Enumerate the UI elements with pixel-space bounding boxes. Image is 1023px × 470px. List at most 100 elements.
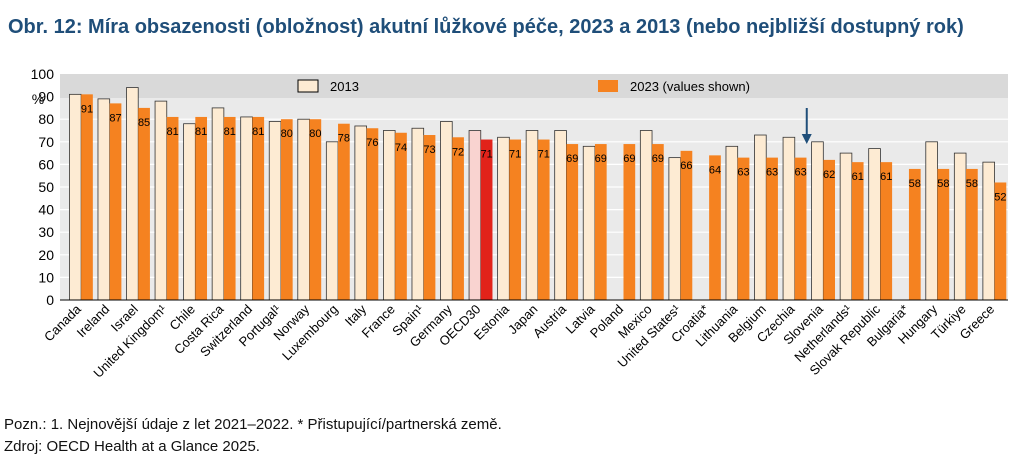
y-tick-label: 20 — [38, 247, 54, 263]
data-label: 81 — [195, 126, 207, 138]
data-label: 63 — [794, 167, 806, 179]
bar-2013 — [97, 98, 111, 301]
footnote: Pozn.: 1. Nejnovější údaje z let 2021–20… — [4, 416, 502, 433]
y-tick-label: 30 — [38, 224, 54, 240]
bar-2013 — [297, 118, 310, 301]
data-label: 80 — [281, 128, 293, 140]
category-label: Ireland — [74, 302, 113, 341]
data-label: 64 — [709, 164, 721, 176]
y-tick-label: 80 — [38, 111, 54, 127]
bar-2023 — [709, 155, 721, 300]
bar-2013 — [183, 123, 196, 301]
bar-2023 — [566, 144, 579, 300]
bar-2023 — [623, 144, 636, 300]
bar-2023 — [794, 157, 807, 300]
bar-2023 — [423, 135, 436, 300]
bar-2023 — [166, 116, 179, 300]
chart-svg: 0 10 20 30 40 50 60 70 80 90 100% 2013 2023 (values … — [31, 66, 1008, 381]
bar-2013 — [782, 136, 796, 301]
bar-chart: 0 10 20 30 40 50 60 70 80 90 100% 2013 2023 (values … — [0, 62, 1023, 392]
bar-2013 — [525, 130, 539, 301]
data-label: 63 — [737, 167, 749, 179]
bar-2013 — [154, 100, 168, 301]
bar-2013 — [468, 130, 482, 301]
bar-2023 — [338, 123, 350, 300]
bar-2023 — [509, 139, 522, 300]
bar-2013 — [411, 127, 425, 301]
bar-2023 — [766, 157, 778, 300]
bar-2023 — [81, 94, 93, 300]
bar-2013 — [325, 141, 339, 301]
bar-2023 — [937, 168, 950, 300]
bar-2023 — [737, 157, 750, 300]
data-label: 74 — [395, 142, 407, 154]
data-label: 58 — [966, 178, 978, 190]
bar-2023 — [680, 150, 693, 300]
bar-2013 — [754, 134, 767, 301]
data-label: 69 — [623, 153, 635, 165]
legend-swatch-2013 — [297, 79, 319, 93]
bar-2013 — [268, 121, 282, 301]
y-tick-label: 0 — [46, 292, 54, 308]
bar-2013 — [982, 161, 995, 301]
bar-2023 — [966, 168, 978, 300]
bar-2023 — [195, 116, 208, 300]
data-label: 81 — [166, 126, 178, 138]
bar-2023 — [309, 119, 322, 300]
legend-label-2013: 2013 — [330, 79, 359, 94]
bar-2023 — [452, 137, 464, 300]
bar-2023 — [138, 107, 150, 301]
data-label: 71 — [538, 149, 550, 161]
bar-2023 — [366, 128, 379, 300]
bar-2013 — [582, 145, 596, 301]
legend-box — [60, 74, 1008, 98]
data-label: 73 — [423, 144, 435, 156]
bar-2013 — [440, 121, 453, 301]
bar-2013 — [811, 141, 824, 301]
data-label: 58 — [937, 178, 949, 190]
data-label: 66 — [680, 160, 692, 172]
bar-2023 — [480, 139, 493, 300]
data-label: 87 — [109, 112, 121, 124]
bar-2023 — [994, 182, 1007, 300]
data-label: 69 — [652, 153, 664, 165]
bar-2023 — [823, 159, 836, 300]
legend-swatch-2023 — [598, 80, 618, 92]
data-label: 91 — [81, 103, 93, 115]
bar-2023 — [851, 162, 864, 300]
bar-2023 — [652, 144, 664, 300]
bar-2023 — [395, 132, 407, 300]
data-label: 85 — [138, 117, 150, 129]
category-label: Austria — [530, 301, 570, 341]
bar-2013 — [383, 130, 396, 301]
bar-2013 — [240, 116, 253, 301]
bar-2013 — [554, 130, 567, 301]
data-label: 69 — [566, 153, 578, 165]
y-tick-label: 100 — [31, 66, 55, 82]
bar-2013 — [639, 130, 653, 301]
bar-2013 — [126, 87, 139, 301]
notes: Pozn.: 1. Nejnovější údaje z let 2021–20… — [4, 414, 502, 458]
legend-label-2023: 2023 (values shown) — [630, 79, 750, 94]
bar-2023 — [594, 144, 607, 300]
data-label: 78 — [338, 133, 350, 145]
bar-2013 — [354, 125, 367, 301]
data-label: 63 — [766, 167, 778, 179]
data-label: 61 — [852, 171, 864, 183]
data-label: 52 — [994, 191, 1006, 203]
bar-2023 — [223, 116, 236, 300]
arrow-icon — [801, 134, 812, 144]
data-label: 69 — [595, 153, 607, 165]
figure-title: Obr. 12: Míra obsazenosti (obložnost) ak… — [8, 16, 964, 38]
data-label: 71 — [480, 149, 492, 161]
bar-2013 — [211, 107, 225, 301]
bar-2013 — [925, 141, 938, 301]
y-tick-label: 70 — [38, 134, 54, 150]
data-label: 80 — [309, 128, 321, 140]
bar-2013 — [868, 148, 881, 301]
data-label: 71 — [509, 149, 521, 161]
y-tick-label: 60 — [38, 156, 54, 172]
bar-2013 — [497, 136, 510, 301]
y-tick-label: 10 — [38, 269, 54, 285]
bar-2023 — [880, 162, 893, 300]
